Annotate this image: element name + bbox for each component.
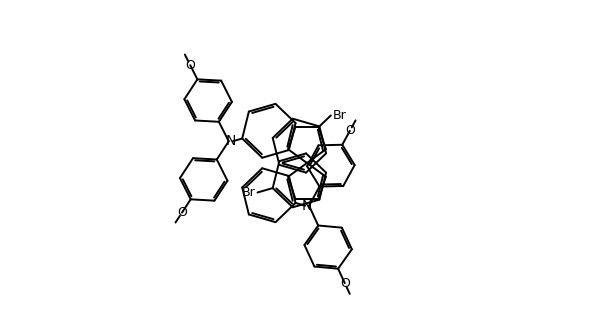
Text: O: O [185, 59, 195, 72]
Text: N: N [302, 199, 312, 213]
Text: O: O [345, 124, 355, 137]
Text: Br: Br [242, 186, 255, 199]
Text: Br: Br [333, 109, 347, 122]
Text: O: O [340, 277, 350, 290]
Text: O: O [177, 206, 187, 219]
Text: N: N [226, 134, 236, 148]
